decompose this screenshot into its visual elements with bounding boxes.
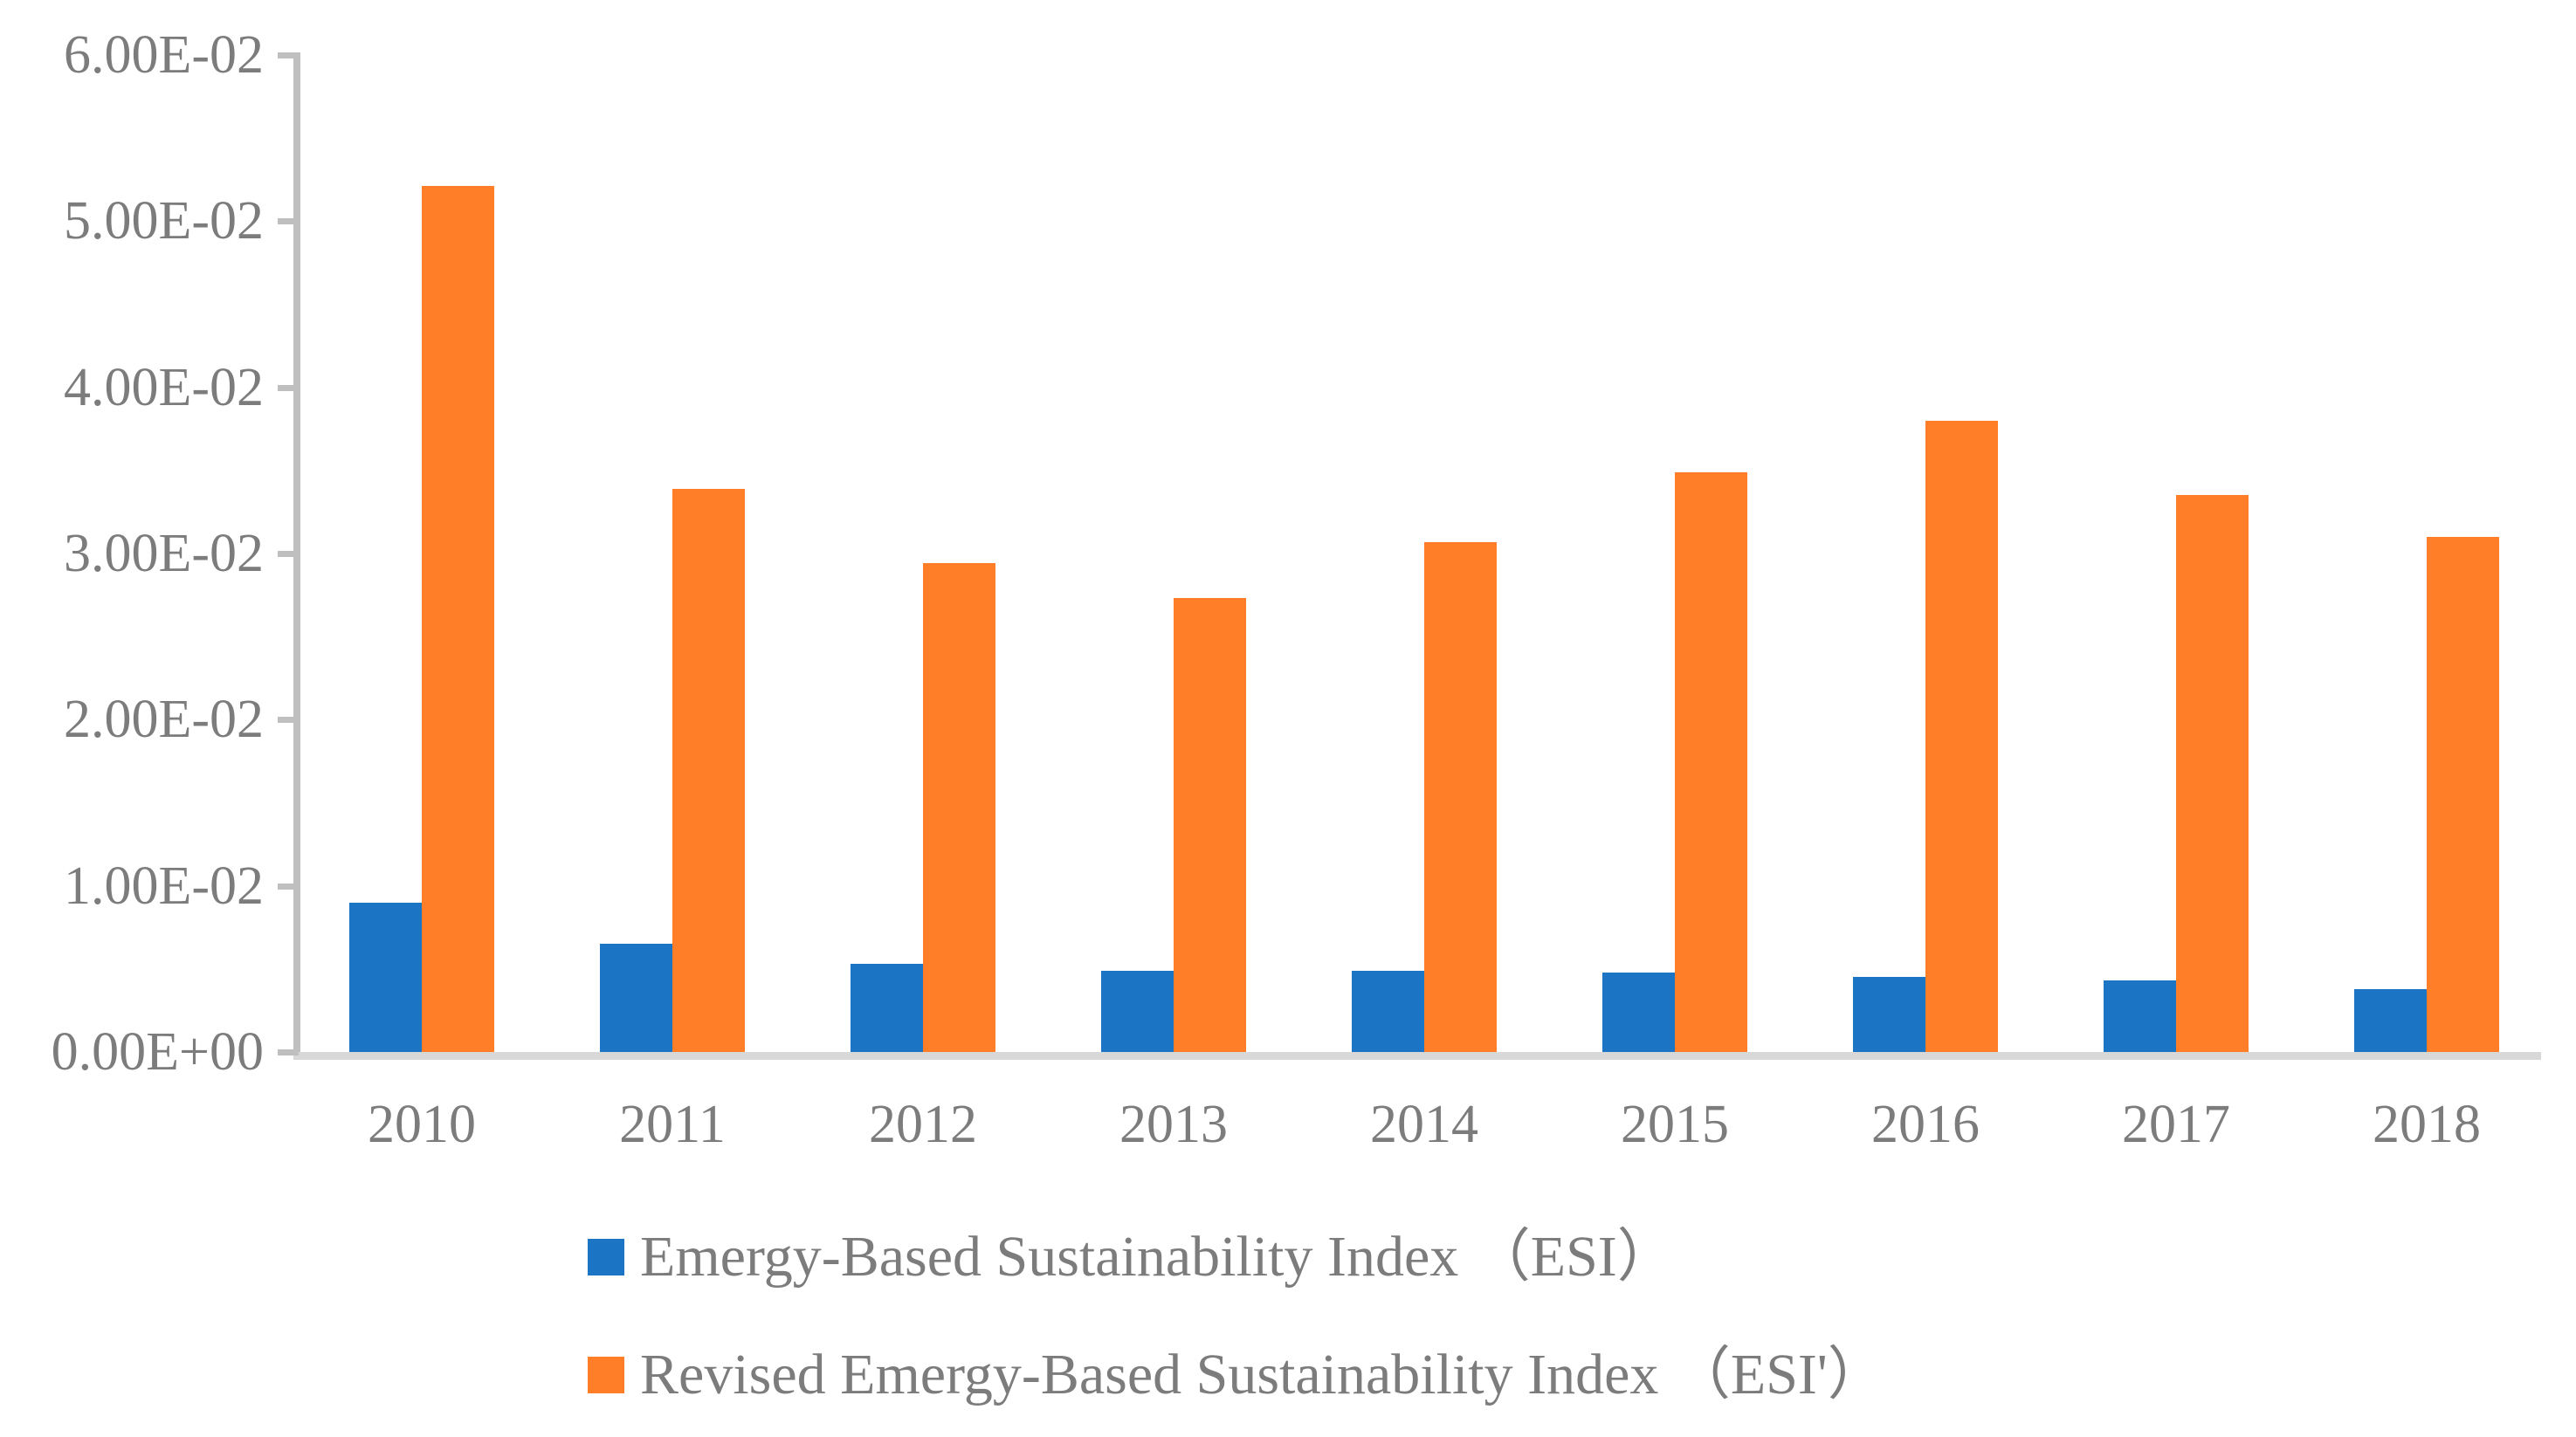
bar-esi-revised-2010 <box>422 186 494 1052</box>
x-axis-tick-label: 2016 <box>1871 1095 1980 1154</box>
bar-esi-revised-2018 <box>2427 537 2499 1052</box>
bar-esi-2017 <box>2104 980 2176 1052</box>
legend-label-esi-revised: Revised Emergy-Based Sustainability Inde… <box>640 1343 1885 1406</box>
x-axis-tick-label: 2010 <box>368 1095 476 1154</box>
y-axis-tick-label: 3.00E-02 <box>63 524 264 583</box>
y-axis-tick-label: 4.00E-02 <box>63 357 264 417</box>
y-tick-mark <box>278 551 299 557</box>
y-tick-mark <box>278 218 299 225</box>
bar-esi-revised-2012 <box>923 563 995 1052</box>
bar-esi-2014 <box>1352 971 1424 1052</box>
legend-swatch-esi <box>588 1239 624 1275</box>
x-axis-line <box>293 1052 2541 1060</box>
x-axis-tick-label: 2018 <box>2373 1095 2481 1154</box>
y-tick-mark <box>278 883 299 890</box>
bar-esi-2018 <box>2354 989 2427 1052</box>
y-tick-mark <box>278 384 299 391</box>
legend-item-esi: Emergy-Based Sustainability Index （ESI） <box>588 1224 1675 1290</box>
bar-esi-2012 <box>851 964 923 1052</box>
x-axis-tick-label: 2013 <box>1119 1095 1228 1154</box>
y-axis-tick-label: 1.00E-02 <box>63 856 264 916</box>
bar-esi-2016 <box>1853 977 1925 1052</box>
legend-swatch-esi-revised <box>588 1357 624 1393</box>
y-axis-tick-label: 2.00E-02 <box>63 690 264 750</box>
bar-esi-revised-2016 <box>1925 421 1998 1052</box>
legend-label-esi: Emergy-Based Sustainability Index （ESI） <box>640 1225 1675 1289</box>
bar-esi-2011 <box>600 944 672 1052</box>
bar-esi-revised-2014 <box>1424 542 1497 1052</box>
bar-esi-revised-2015 <box>1675 472 1747 1052</box>
bar-esi-revised-2011 <box>672 489 745 1052</box>
y-axis-tick-label: 0.00E+00 <box>51 1022 264 1082</box>
x-axis-tick-label: 2017 <box>2122 1095 2230 1154</box>
y-axis-tick-label: 5.00E-02 <box>63 191 264 251</box>
legend-item-esi-revised: Revised Emergy-Based Sustainability Inde… <box>588 1342 1885 1408</box>
bar-esi-2013 <box>1101 971 1174 1052</box>
x-axis-tick-label: 2012 <box>869 1095 977 1154</box>
x-axis-tick-label: 2014 <box>1370 1095 1478 1154</box>
bar-esi-2010 <box>349 903 422 1052</box>
bar-esi-revised-2017 <box>2176 495 2249 1052</box>
y-tick-mark <box>278 1049 299 1055</box>
y-tick-mark <box>278 717 299 724</box>
y-axis-tick-label: 6.00E-02 <box>63 25 264 85</box>
bar-esi-revised-2013 <box>1174 598 1246 1052</box>
x-axis-tick-label: 2011 <box>619 1095 726 1154</box>
x-axis-tick-label: 2015 <box>1621 1095 1729 1154</box>
y-tick-mark <box>278 52 299 58</box>
bar-esi-2015 <box>1602 973 1675 1052</box>
